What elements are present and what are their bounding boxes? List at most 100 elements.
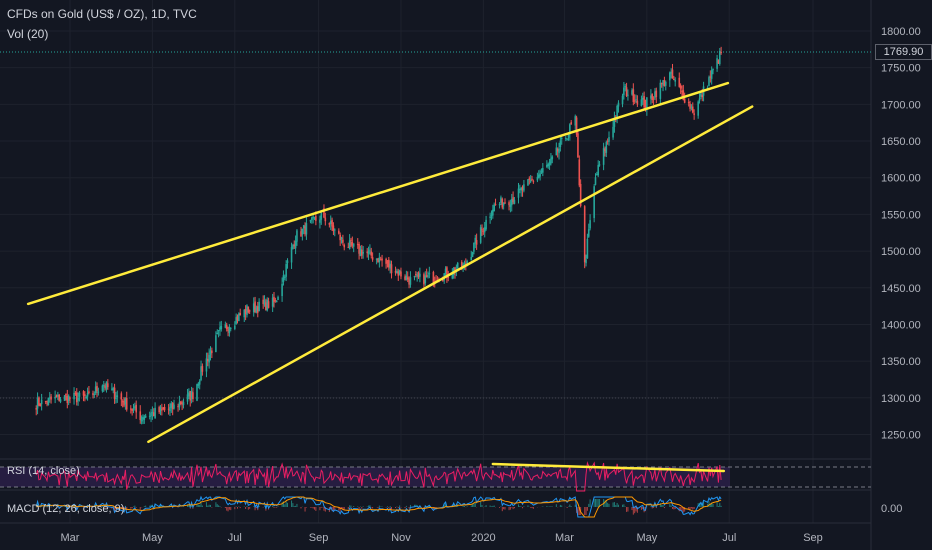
candle	[65, 393, 67, 401]
candle	[602, 142, 605, 171]
candle	[406, 271, 409, 283]
candle	[93, 391, 96, 399]
candle	[235, 313, 237, 325]
candle	[135, 400, 137, 419]
candle	[708, 75, 710, 87]
candle	[55, 394, 58, 398]
candle	[482, 227, 485, 235]
candle	[540, 168, 543, 174]
candle	[674, 77, 677, 87]
candle	[504, 198, 506, 204]
candle	[57, 391, 59, 401]
candle	[646, 96, 648, 116]
lower-trendline	[147, 105, 754, 444]
candle	[66, 389, 69, 409]
candle	[492, 204, 494, 219]
candle	[273, 291, 275, 308]
candle	[102, 380, 105, 393]
candle	[320, 210, 323, 225]
candle	[88, 385, 90, 395]
trendline-group[interactable]	[26, 81, 754, 444]
candle	[604, 146, 606, 157]
candle	[255, 305, 258, 314]
candle	[548, 158, 551, 170]
candle	[101, 384, 104, 393]
candle	[301, 228, 304, 241]
candle	[400, 267, 402, 280]
time-axis[interactable]: Mar May Jul Sep Nov 2020 Mar May Jul Sep	[61, 532, 823, 544]
candle	[48, 392, 51, 403]
candle	[717, 59, 720, 64]
candle	[669, 71, 671, 87]
candle	[234, 321, 236, 331]
candle	[523, 180, 525, 193]
price-axis[interactable]: 1250.00 1300.00 1350.00 1400.00 1450.00 1500.…	[881, 26, 921, 441]
candle	[512, 191, 514, 205]
rsi-pane	[0, 461, 871, 492]
candle	[78, 390, 81, 402]
price-tick-label: 1700.00	[881, 99, 921, 111]
candle	[483, 221, 486, 238]
candle	[328, 222, 331, 228]
candle	[566, 138, 568, 141]
candle	[343, 243, 346, 251]
candle	[94, 381, 97, 395]
candle	[177, 403, 179, 412]
candle	[624, 83, 627, 92]
candle	[641, 92, 644, 105]
candle	[360, 244, 363, 259]
candle	[283, 274, 286, 281]
time-tick-label: Mar	[61, 532, 80, 544]
candle	[144, 413, 147, 419]
candle	[574, 114, 577, 130]
candle	[670, 68, 672, 79]
candle	[427, 271, 429, 279]
candle	[490, 210, 493, 221]
candle	[606, 138, 609, 145]
candle	[281, 277, 283, 302]
candle	[473, 242, 475, 255]
time-tick-label: May	[142, 532, 163, 544]
candle	[693, 109, 695, 120]
candle	[537, 170, 540, 179]
time-tick-label: Mar	[555, 532, 574, 544]
candle	[74, 391, 77, 396]
candle	[96, 382, 98, 398]
candle	[710, 66, 713, 85]
candle	[475, 233, 478, 250]
rsi-trendline	[491, 462, 726, 473]
candle	[47, 397, 50, 406]
candle	[678, 72, 681, 88]
candle	[339, 232, 341, 246]
candle	[485, 215, 487, 231]
candle	[689, 100, 691, 112]
candle	[340, 236, 343, 244]
candle	[712, 68, 714, 75]
candle	[181, 400, 183, 411]
candle	[369, 244, 371, 255]
candle	[650, 89, 652, 105]
symbol-title[interactable]: CFDs on Gold (US$ / OZ), 1D, TVC	[7, 7, 197, 21]
candle	[652, 96, 655, 106]
candle	[474, 234, 477, 249]
candle	[509, 199, 512, 213]
candle	[498, 202, 501, 209]
candle	[718, 47, 721, 66]
candle	[225, 322, 228, 332]
candle	[215, 331, 217, 353]
candle	[200, 360, 202, 382]
candle	[263, 295, 266, 307]
candle	[413, 275, 416, 281]
price-tick-label: 1750.00	[881, 63, 921, 75]
candle	[631, 88, 633, 96]
candle	[536, 172, 539, 183]
candle	[73, 387, 75, 405]
last-price-tag: 1769.90	[875, 44, 932, 60]
price-tick-label: 1350.00	[881, 356, 921, 368]
candle	[211, 347, 213, 359]
candle	[352, 243, 355, 253]
price-tick-label: 1400.00	[881, 319, 921, 331]
candle	[267, 297, 270, 309]
volume-legend[interactable]: Vol (20)	[7, 27, 49, 41]
